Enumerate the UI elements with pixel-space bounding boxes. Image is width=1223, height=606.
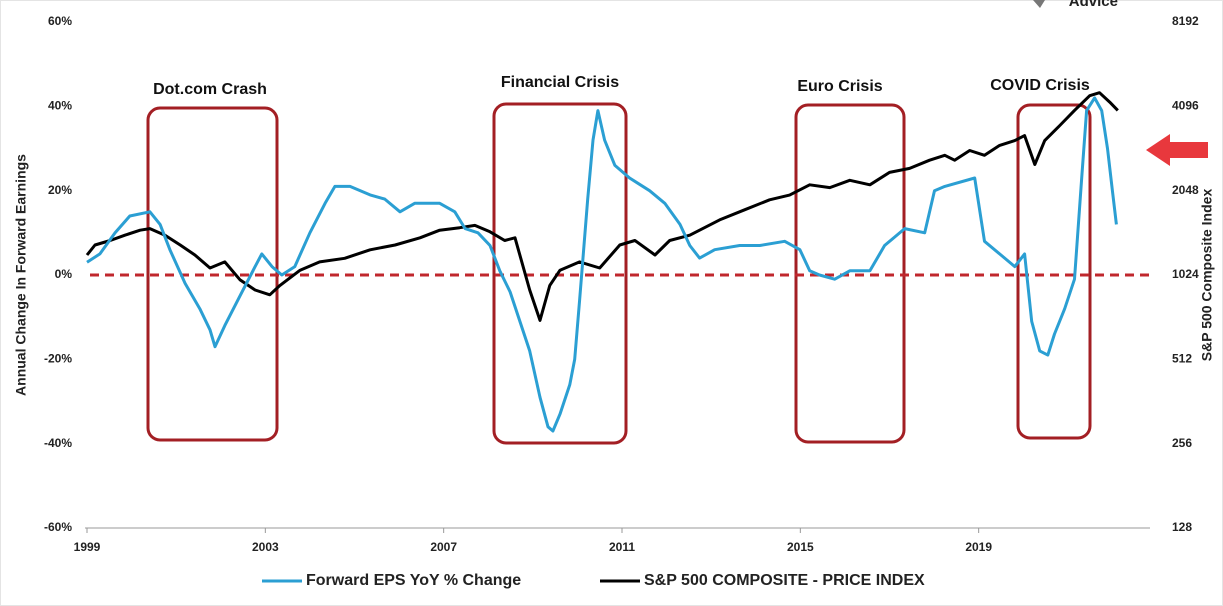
y2-tick-label: 1024 bbox=[1172, 267, 1199, 281]
y-tick-label: -60% bbox=[44, 520, 72, 534]
logo-text: Advice bbox=[1069, 0, 1118, 10]
annotation-label: Euro Crisis bbox=[797, 78, 882, 95]
series-line bbox=[85, 91, 1119, 322]
x-tick-label: 2011 bbox=[609, 540, 635, 554]
y-tick-label: 0% bbox=[55, 267, 73, 281]
annotation-label: Financial Crisis bbox=[501, 74, 619, 91]
y2-tick-label: 256 bbox=[1172, 436, 1192, 450]
y-axis-label: Annual Change In Forward Earnings bbox=[13, 154, 29, 396]
y-tick-label: -40% bbox=[44, 436, 72, 450]
x-tick-label: 2003 bbox=[252, 540, 279, 554]
annotation-box bbox=[492, 102, 628, 445]
legend-label: S&P 500 COMPOSITE - PRICE INDEX bbox=[644, 572, 925, 589]
y2-tick-label: 2048 bbox=[1172, 183, 1199, 197]
logo-mark bbox=[1033, 0, 1045, 8]
y2-tick-label: 512 bbox=[1172, 352, 1192, 366]
annotation-label: Dot.com Crash bbox=[153, 81, 267, 98]
y-tick-label: 20% bbox=[48, 183, 72, 197]
annotation-box bbox=[1016, 103, 1092, 440]
series-line bbox=[86, 96, 1118, 433]
y-tick-label: -20% bbox=[44, 352, 72, 366]
y2-axis-label: S&P 500 Composite Index bbox=[1199, 189, 1215, 362]
x-tick-label: 2019 bbox=[965, 540, 992, 554]
y2-tick-label: 128 bbox=[1172, 520, 1192, 534]
x-tick-label: 2007 bbox=[430, 540, 457, 554]
x-tick-label: 1999 bbox=[74, 540, 101, 554]
x-tick-label: 2015 bbox=[787, 540, 814, 554]
legend-label: Forward EPS YoY % Change bbox=[306, 572, 521, 589]
arrow bbox=[1146, 134, 1208, 166]
y-tick-label: 60% bbox=[48, 14, 72, 28]
y2-tick-label: 8192 bbox=[1172, 14, 1199, 28]
y2-tick-label: 4096 bbox=[1172, 99, 1199, 113]
annotation-label: COVID Crisis bbox=[990, 77, 1090, 94]
y-tick-label: 40% bbox=[48, 99, 72, 113]
